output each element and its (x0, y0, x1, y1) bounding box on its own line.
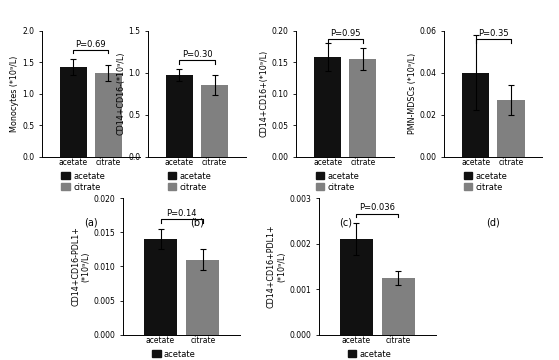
Legend: acetate, citrate: acetate, citrate (348, 350, 391, 360)
Legend: acetate, citrate: acetate, citrate (168, 172, 211, 192)
Legend: acetate, citrate: acetate, citrate (152, 350, 196, 360)
Y-axis label: CD14+CD16+(*10⁹/L): CD14+CD16+(*10⁹/L) (260, 50, 269, 137)
Bar (498, 100, 524, 157)
Bar (340, 239, 373, 335)
Legend: acetate, citrate: acetate, citrate (316, 172, 359, 192)
Bar (186, 260, 219, 335)
Text: (c): (c) (339, 218, 352, 228)
Bar (59, 67, 87, 157)
Bar (314, 57, 341, 157)
Y-axis label: PMN-MDSCs (*10⁹/L): PMN-MDSCs (*10⁹/L) (408, 53, 417, 134)
Legend: acetate, citrate: acetate, citrate (464, 172, 508, 192)
Y-axis label: Monocytes (*10⁹/L): Monocytes (*10⁹/L) (11, 55, 20, 132)
Text: (a): (a) (84, 218, 98, 228)
Bar (462, 73, 490, 157)
Bar (382, 278, 415, 335)
Bar (144, 239, 177, 335)
Y-axis label: CD14+CD16-(*10⁹/L): CD14+CD16-(*10⁹/L) (117, 52, 126, 135)
Legend: acetate, citrate: acetate, citrate (61, 172, 105, 192)
Text: P=0.35: P=0.35 (478, 29, 509, 38)
Y-axis label: CD14+CD16-PDL1+
(*10⁹/L): CD14+CD16-PDL1+ (*10⁹/L) (72, 226, 91, 306)
Y-axis label: CD14+CD16+PDL1+
(*10⁹/L): CD14+CD16+PDL1+ (*10⁹/L) (267, 225, 286, 308)
Text: (b): (b) (190, 218, 204, 228)
Bar (166, 75, 193, 157)
Text: P=0.14: P=0.14 (167, 209, 197, 218)
Text: P=0.036: P=0.036 (359, 203, 395, 212)
Bar (95, 73, 122, 157)
Text: P=0.95: P=0.95 (330, 29, 361, 38)
Text: (d): (d) (486, 218, 500, 228)
Text: P=0.69: P=0.69 (75, 40, 106, 49)
Text: P=0.30: P=0.30 (182, 50, 212, 59)
Bar (201, 85, 229, 157)
Bar (349, 59, 377, 157)
